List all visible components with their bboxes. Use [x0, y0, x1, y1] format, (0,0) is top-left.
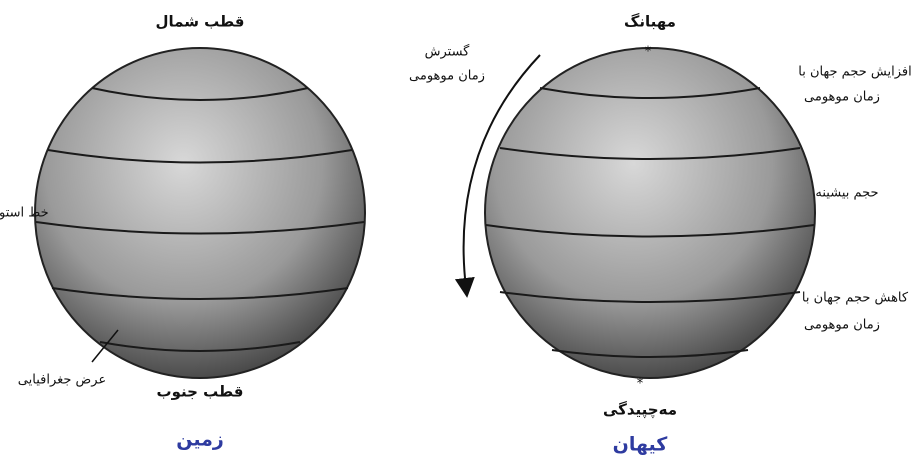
south-pole-label: قطب جنوب [157, 383, 244, 401]
cosmos-caption: کیهان [613, 434, 669, 456]
earth-caption: زمین [176, 429, 224, 451]
volume-decrease-label: کاهش حجم جهان با [802, 291, 909, 306]
equator-label: خط استوا [0, 206, 49, 221]
cosmos-sphere [484, 47, 816, 379]
latitude-label: عرض جغرافیایی [18, 373, 106, 388]
max-volume-label: حجم بیشینه [815, 186, 878, 201]
expansion-label: زمان موهومی [409, 69, 485, 84]
star-top: * [645, 45, 652, 60]
north-pole-label: قطب شمال [156, 13, 245, 31]
earth-sphere [34, 47, 366, 379]
big-bang-label: مهبانگ [624, 13, 676, 31]
big-crunch-label: مه‌چپیدگی [603, 401, 677, 420]
expansion-arrow [454, 54, 541, 298]
latitude-pointer [91, 329, 119, 363]
volume-decrease-label: زمان موهومی [804, 318, 880, 333]
expansion-label: گسترش [425, 44, 471, 60]
volume-increase-label: زمان موهومی [804, 90, 880, 105]
star-bottom: * [637, 377, 644, 392]
volume-increase-label: افزایش حجم جهان با [798, 65, 911, 80]
